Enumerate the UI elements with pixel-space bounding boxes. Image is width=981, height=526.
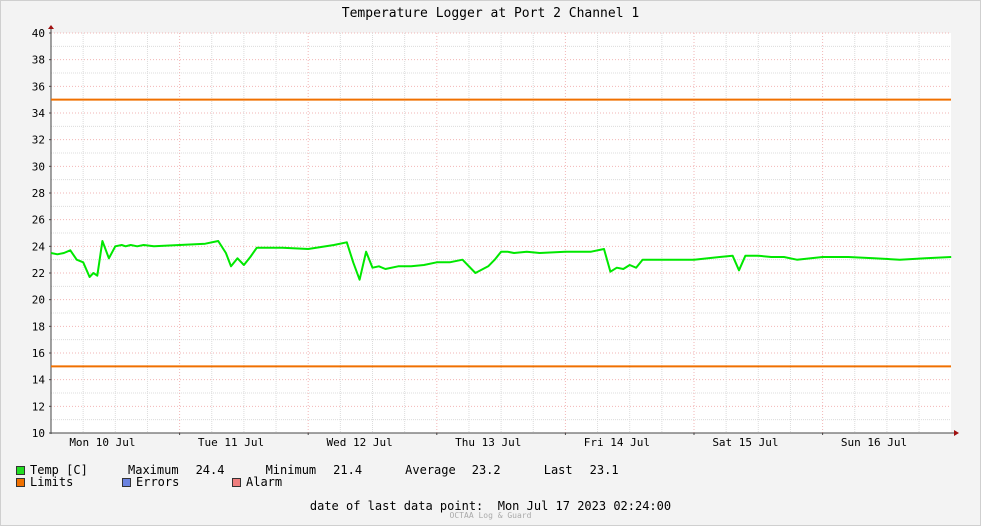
stat-avg-label: Average: [405, 463, 456, 477]
y-tick-label: 16: [32, 347, 45, 360]
y-tick-label: 22: [32, 267, 45, 280]
y-tick-label: 40: [32, 27, 45, 40]
y-tick-label: 26: [32, 214, 45, 227]
series-layer: [50, 98, 952, 368]
legend-swatch-temp: [16, 465, 25, 475]
x-tick-label: Sun 16 Jul: [841, 436, 907, 449]
y-tick-label: 32: [32, 134, 45, 147]
y-tick-labels: 10 12 14 16 18 20 22 24 26 28 30 32 34 36 38 40: [32, 27, 46, 440]
legend-swatch-limits: [16, 477, 25, 487]
stat-last-value: 23.1: [589, 463, 619, 477]
legend-label-alarm: Alarm: [246, 475, 283, 489]
y-tick-label: 14: [32, 374, 46, 387]
legend-label-limits: Limits: [30, 475, 74, 489]
legend-row-status: Limits Errors Alarm: [16, 475, 282, 489]
x-tick-label: Wed 12 Jul: [327, 436, 393, 449]
y-tick-label: 10: [32, 427, 45, 440]
stat-min-value: 21.4: [333, 463, 363, 477]
y-axis-arrow: [48, 25, 54, 29]
y-tick-label: 28: [32, 187, 45, 200]
stat-last-label: Last: [543, 463, 573, 477]
stat-max-value: 24.4: [195, 463, 225, 477]
x-tick-label: Fri 14 Jul: [584, 436, 650, 449]
legend-label-errors: Errors: [136, 475, 180, 489]
x-tick-label: Tue 11 Jul: [198, 436, 264, 449]
y-tick-label: 30: [32, 160, 45, 173]
x-tick-labels: Mon 10 Jul Tue 11 Jul Wed 12 Jul Thu 13 Jul…: [69, 436, 907, 449]
last-data-point-value: Mon Jul 17 2023 02:24:00: [497, 499, 672, 513]
y-tick-label: 34: [32, 107, 46, 120]
y-tick-label: 18: [32, 320, 45, 333]
x-tick-label: Thu 13 Jul: [455, 436, 521, 449]
stat-max-label: Maximum: [128, 463, 179, 477]
grid: [51, 32, 951, 433]
stat-min-label: Minimum: [265, 463, 317, 477]
credit-watermark: OCTAA Log & Guard: [449, 511, 532, 520]
y-tick-label: 24: [32, 240, 46, 253]
y-tick-label: 20: [32, 294, 45, 307]
legend-row-temp: Temp [C] Maximum 24.4 Minimum 21.4 Avera…: [16, 463, 619, 477]
series-line-temp: [50, 240, 952, 281]
chart-title: Temperature Logger at Port 2 Channel 1: [341, 6, 640, 21]
x-axis-arrow: [954, 430, 959, 436]
last-data-point: date of last data point: Mon Jul 17 2023…: [0, 499, 981, 513]
stat-avg-value: 23.2: [471, 463, 501, 477]
y-tick-label: 36: [32, 80, 45, 93]
x-tick-label: Sat 15 Jul: [712, 436, 778, 449]
legend-label-temp: Temp [C]: [30, 463, 88, 477]
y-tick-label: 38: [32, 54, 45, 67]
legend-swatch-errors: [122, 477, 131, 487]
x-tick-label: Mon 10 Jul: [69, 436, 135, 449]
y-tick-label: 12: [32, 400, 45, 413]
last-data-point-label: date of last data point:: [309, 499, 484, 513]
legend-swatch-alarm: [232, 477, 241, 487]
